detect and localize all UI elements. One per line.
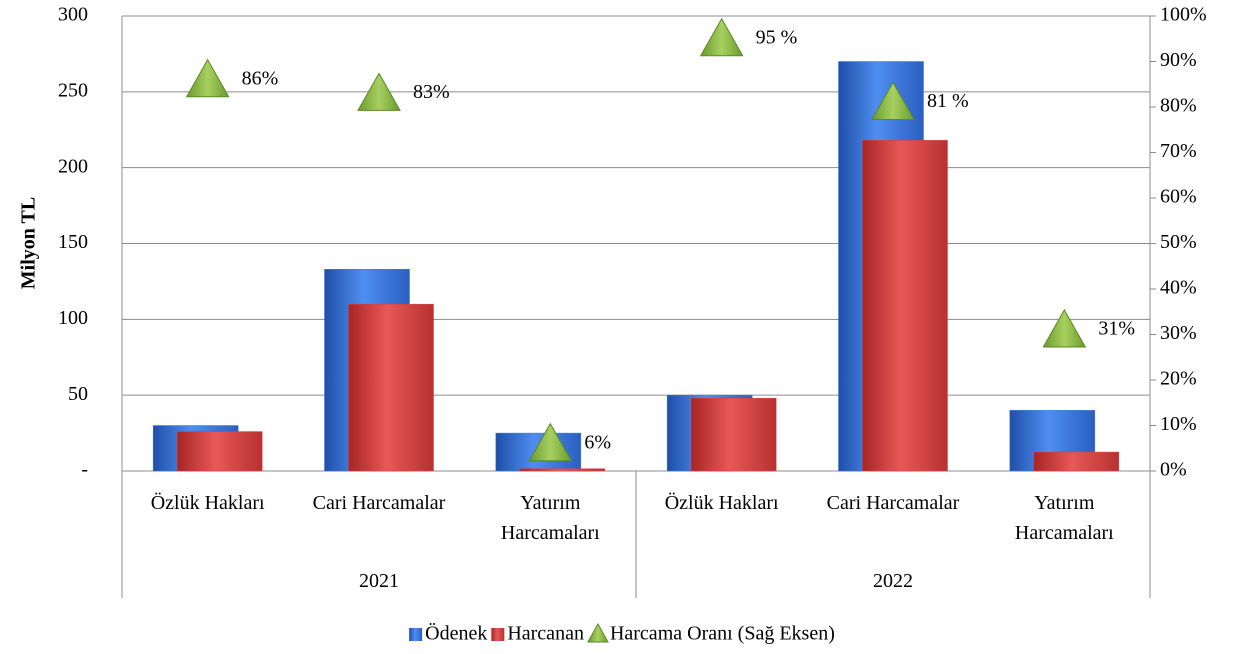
bar bbox=[1033, 451, 1120, 472]
y-tick-label: 100 bbox=[58, 307, 88, 329]
y2-tick-label: 50% bbox=[1160, 231, 1197, 253]
legend-label: Ödenek bbox=[425, 622, 487, 645]
y-tick-label: 150 bbox=[58, 231, 88, 253]
data-label: 86% bbox=[242, 67, 279, 89]
ratio-marker bbox=[699, 17, 744, 57]
data-label: 81 % bbox=[927, 90, 969, 112]
bar bbox=[176, 431, 263, 472]
ratio-marker bbox=[357, 72, 401, 111]
y2-tick-label: 60% bbox=[1160, 186, 1197, 208]
y2-tick-label: 0% bbox=[1160, 459, 1187, 481]
x-tick-label: Özlük Hakları bbox=[664, 492, 779, 514]
group-label: 2021 bbox=[359, 570, 399, 592]
y-tick-label: - bbox=[81, 459, 88, 481]
data-label: 31% bbox=[1098, 318, 1135, 340]
y2-tick-label: 40% bbox=[1160, 277, 1197, 299]
y2-tick-label: 100% bbox=[1160, 4, 1207, 26]
data-label: 6% bbox=[584, 431, 611, 453]
x-tick-label: Özlük Hakları bbox=[150, 492, 265, 514]
x-tick-label: Yatırım Harcamaları bbox=[500, 492, 600, 544]
ratio-marker bbox=[528, 422, 573, 462]
x-tick-label: Cari Harcamalar bbox=[312, 492, 446, 514]
legend-label: Harcanan bbox=[507, 623, 584, 645]
y2-tick-label: 30% bbox=[1160, 322, 1197, 344]
legend-swatch bbox=[409, 628, 423, 641]
legend-label: Harcama Oranı (Sağ Eksen) bbox=[610, 623, 835, 645]
y2-tick-label: 70% bbox=[1160, 140, 1197, 162]
bar bbox=[348, 303, 434, 472]
bar bbox=[690, 397, 777, 472]
y2-tick-label: 10% bbox=[1160, 413, 1197, 435]
x-tick-label: Yatırım Harcamaları bbox=[1014, 492, 1114, 544]
y-tick-label: 250 bbox=[58, 79, 88, 101]
ratio-marker bbox=[871, 81, 915, 120]
y2-tick-label: 80% bbox=[1160, 95, 1197, 117]
y2-tick-label: 90% bbox=[1160, 49, 1197, 71]
bar bbox=[519, 468, 606, 472]
legend-swatch bbox=[491, 628, 505, 641]
bar bbox=[862, 140, 948, 472]
group-label: 2022 bbox=[873, 570, 913, 592]
data-label: 83% bbox=[413, 81, 450, 103]
y-tick-label: 300 bbox=[58, 4, 88, 26]
ratio-marker bbox=[185, 58, 230, 98]
y-axis-title: Milyon TL bbox=[18, 197, 40, 289]
data-label: 95 % bbox=[756, 26, 798, 48]
ratio-marker bbox=[1042, 308, 1087, 348]
y-tick-label: 50 bbox=[68, 383, 88, 405]
y2-tick-label: 20% bbox=[1160, 368, 1197, 390]
legend-swatch bbox=[587, 622, 609, 643]
x-tick-label: Cari Harcamalar bbox=[826, 492, 960, 514]
y-tick-label: 200 bbox=[58, 155, 88, 177]
